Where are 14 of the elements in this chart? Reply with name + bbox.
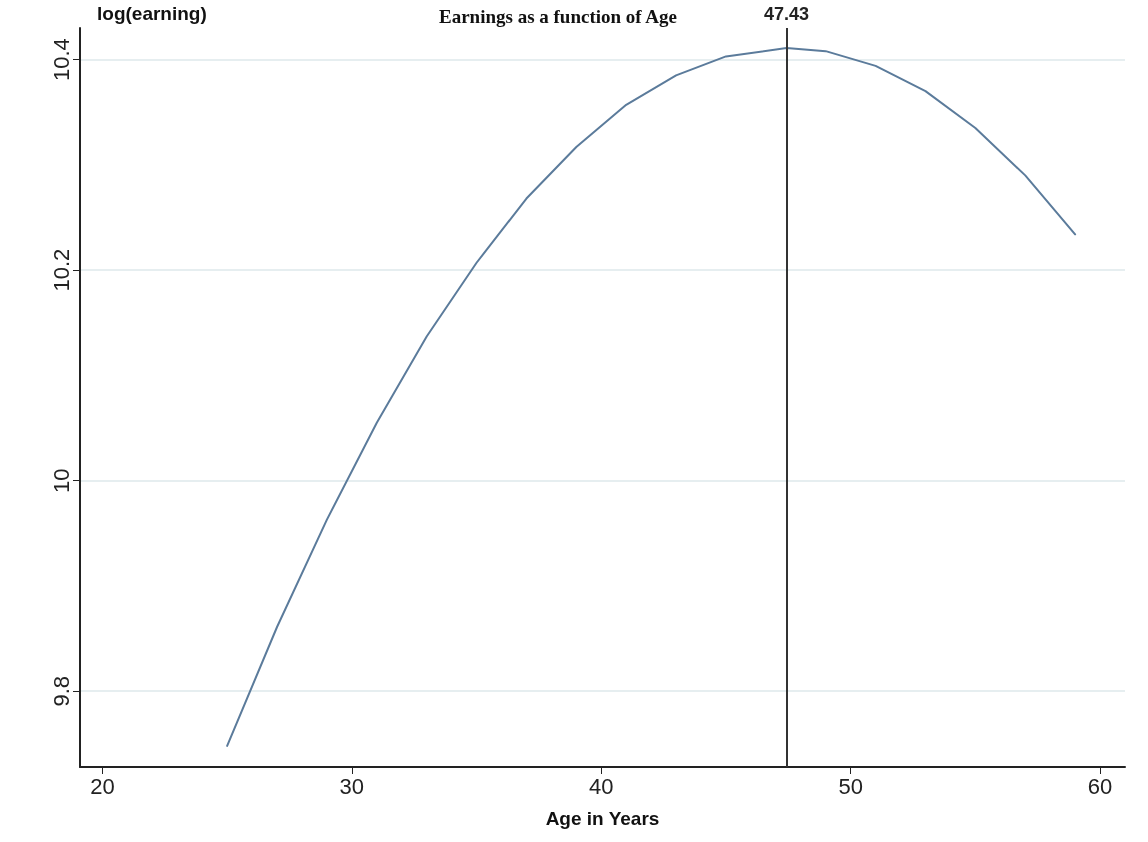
chart-title: Earnings as a function of Age [438, 5, 678, 27]
x-tick-label: 20 [90, 773, 115, 799]
y-tick-label: 9.8 [48, 675, 74, 707]
x-tick-label: 30 [339, 773, 365, 799]
x-tick-label: 40 [589, 773, 614, 799]
y-axis-title: log(earning) [97, 3, 207, 24]
line-series [226, 47, 1077, 747]
y-tick-label: 10.2 [48, 248, 74, 292]
x-axis-title: Age in Years [545, 808, 660, 829]
x-tick-label: 60 [1087, 773, 1113, 799]
x-tick-label: 50 [838, 773, 863, 799]
ref-line-label: 47.43 [764, 4, 810, 24]
y-tick-label: 10 [48, 468, 74, 493]
y-tick-label: 10.4 [48, 38, 74, 81]
